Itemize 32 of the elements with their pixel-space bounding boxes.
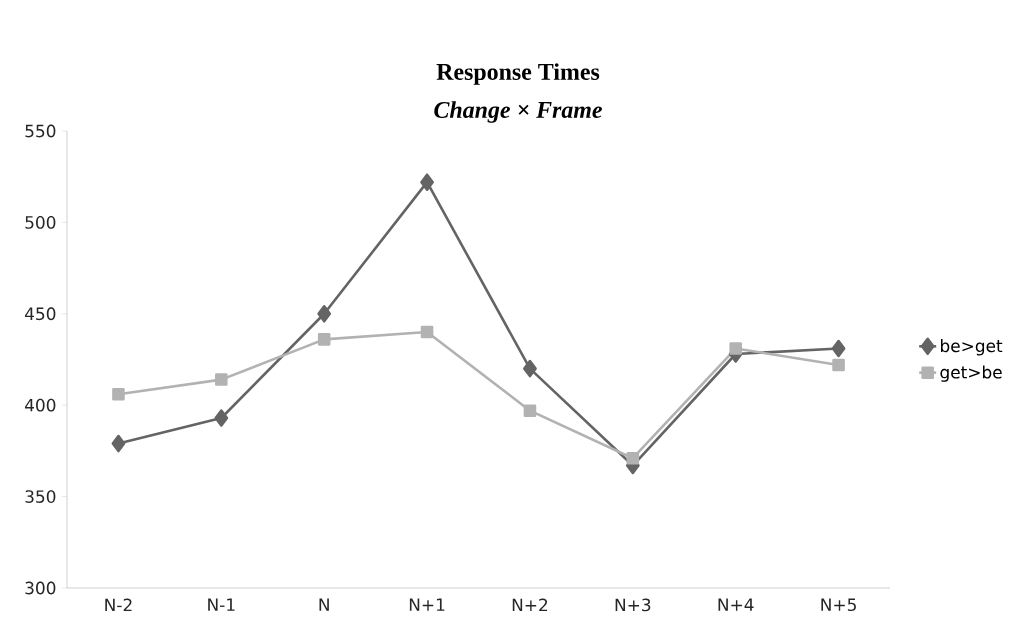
x-tick-label: N-1 — [208, 598, 235, 611]
y-tick-label: 550 — [25, 124, 56, 138]
point — [215, 373, 228, 386]
point — [214, 409, 229, 427]
legend-label: be>get — [941, 339, 1003, 356]
x-tick-label: N+2 — [512, 598, 548, 612]
point — [317, 333, 331, 346]
chart-title: Response Times — [436, 63, 600, 85]
y-tick-label: 400 — [24, 398, 56, 412]
point — [729, 342, 742, 355]
chart-subtitle: Change × Frame — [434, 101, 602, 123]
point — [317, 305, 332, 323]
y-tick-label: 350 — [25, 490, 56, 503]
point — [626, 451, 640, 465]
x-tick-label: N — [319, 598, 329, 611]
point — [832, 358, 845, 372]
point — [112, 387, 125, 401]
point — [420, 325, 434, 339]
y-tick-label: 450 — [24, 307, 56, 321]
y-tick-label: 500 — [25, 215, 56, 229]
x-tick-label: N-2 — [105, 598, 132, 612]
point — [831, 339, 846, 358]
x-tick-label: N+3 — [615, 598, 651, 612]
x-tick-label: N+4 — [718, 598, 754, 611]
point — [523, 404, 537, 417]
point — [111, 434, 126, 453]
point — [523, 359, 537, 378]
y-tick-label: 300 — [25, 581, 56, 595]
x-tick-label: N+1 — [409, 598, 445, 611]
legend-label: get>be — [940, 365, 1002, 382]
point — [420, 173, 434, 191]
x-tick-label: N+5 — [821, 598, 856, 612]
